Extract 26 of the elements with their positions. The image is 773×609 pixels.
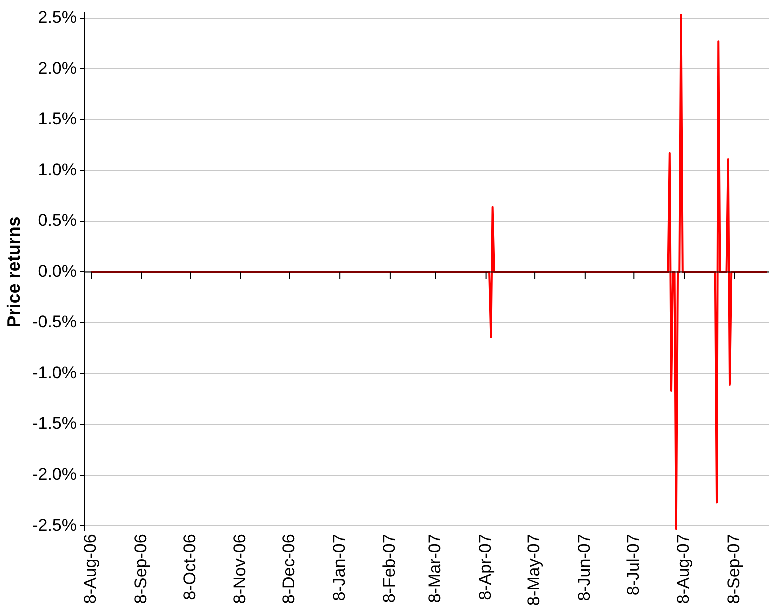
x-tick-label: 8-Dec-06 <box>279 534 298 604</box>
x-tick-label: 8-Aug-06 <box>81 534 100 604</box>
x-tick-label: 8-Sep-06 <box>132 534 151 604</box>
y-tick-label: -1.5% <box>32 414 78 434</box>
x-tick-label: 8-May-07 <box>524 534 544 606</box>
y-tick-label: -2.5% <box>32 516 78 535</box>
x-tick-label: 8-Jul-07 <box>624 534 643 596</box>
y-tick-label: -0.5% <box>32 312 78 332</box>
x-tick-label: 8-Sep-07 <box>724 534 744 604</box>
x-tick-label: 8-Aug-07 <box>674 534 694 604</box>
x-tick-label: 8-Mar-07 <box>426 534 445 604</box>
y-tick-label: 0.0% <box>38 262 78 281</box>
x-tick-label: 8-Jun-07 <box>575 534 594 602</box>
x-tick-label: 8-Jan-07 <box>330 534 349 602</box>
y-axis-title: Price returns <box>4 216 24 328</box>
y-tick-label: 1.5% <box>38 110 78 129</box>
y-tick-label: 2.0% <box>38 58 78 78</box>
y-tick-label: -1.0% <box>32 363 78 382</box>
y-tick-label: 0.5% <box>38 211 78 230</box>
x-tick-label: 8-Nov-06 <box>230 534 250 604</box>
x-tick-label: 8-Apr-07 <box>476 534 495 600</box>
y-tick-label: -2.0% <box>32 465 78 484</box>
y-tick-label: 2.5% <box>38 8 78 27</box>
x-tick-label: 8-Oct-06 <box>180 534 200 600</box>
y-tick-label: 1.0% <box>38 160 78 180</box>
x-tick-label: 8-Feb-07 <box>380 534 400 604</box>
